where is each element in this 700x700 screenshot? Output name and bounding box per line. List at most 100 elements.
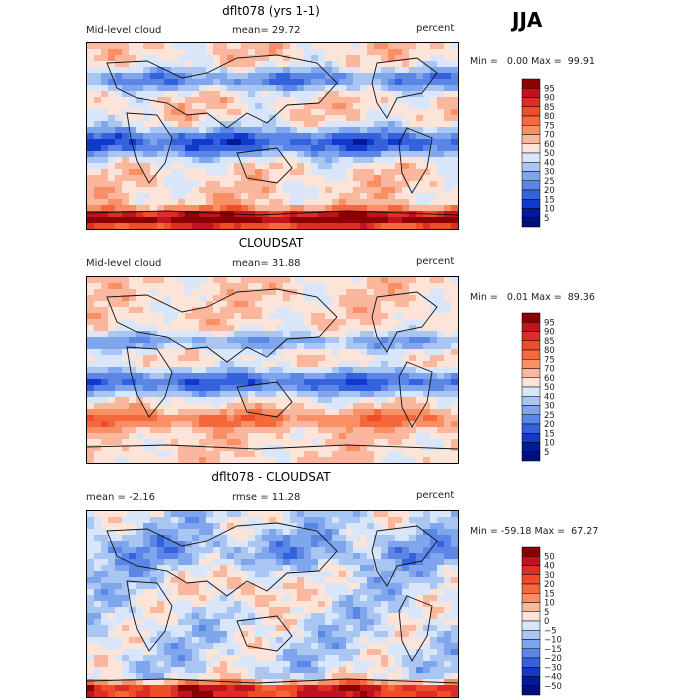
colorbar-swatch (521, 349, 541, 360)
colorbar-tick-label: 15 (544, 429, 555, 439)
colorbar-tick-label: 85 (544, 103, 555, 113)
colorbar-tick-label: 50 (544, 149, 555, 159)
colorbar-tick-label: 20 (544, 420, 555, 430)
colorbar-swatch (521, 546, 541, 557)
colorbar-swatch (521, 583, 541, 594)
colorbar-swatch (521, 189, 541, 200)
colorbar-swatch (521, 368, 541, 378)
colorbar-swatch (521, 657, 541, 668)
colorbar-tick-label: −15 (544, 645, 562, 655)
colorbar-tick-label: −10 (544, 636, 562, 646)
colorbar-swatch (521, 602, 541, 612)
panel-3-minmax: Min = -59.18 Max = 67.27 (470, 526, 599, 537)
colorbar-swatch (521, 685, 541, 696)
colorbar-swatch (521, 152, 541, 163)
colorbar-swatch (521, 396, 541, 406)
colorbar-swatch (521, 217, 541, 228)
colorbar-swatch (521, 171, 541, 181)
colorbar-tick-label: 95 (544, 318, 555, 328)
colorbar-swatch (521, 134, 541, 144)
panel-2-minmax: Min = 0.01 Max = 89.36 (470, 292, 595, 303)
colorbar-tick-label: 85 (544, 337, 555, 347)
colorbar-swatch (521, 97, 541, 107)
colorbar-swatch (521, 78, 541, 89)
colorbar-tick-label: 90 (544, 94, 555, 104)
colorbar-swatch (521, 433, 541, 443)
colorbar-swatch (521, 593, 541, 603)
colorbar-tick-label: 50 (544, 383, 555, 393)
panel-3-map (86, 510, 459, 698)
colorbar-swatch (521, 639, 541, 649)
colorbar-swatch (521, 405, 541, 415)
colorbar-swatch (521, 125, 541, 135)
colorbar-tick-label: 30 (544, 168, 555, 178)
season-label: JJA (512, 8, 543, 32)
colorbar-tick-label: 20 (544, 580, 555, 590)
colorbar-tick-label: 5 (544, 214, 549, 224)
colorbar-tick-label: −40 (544, 673, 562, 683)
colorbar-tick-label: −30 (544, 663, 562, 673)
colorbar-tick-label: 15 (544, 195, 555, 205)
colorbar-swatch (521, 331, 541, 341)
colorbar-swatch (521, 162, 541, 172)
colorbar-tick-label: 75 (544, 121, 555, 131)
colorbar-tick-label: 95 (544, 84, 555, 94)
panel-3-units-label: percent (416, 490, 455, 501)
colorbar-tick-label: −5 (544, 626, 557, 636)
colorbar-tick-label: 25 (544, 411, 555, 421)
colorbar-tick-label: −20 (544, 654, 562, 664)
colorbar-tick-label: 10 (544, 205, 555, 215)
colorbar-tick-label: 80 (544, 346, 555, 356)
panel-2-variable-label: Mid-level cloud (86, 258, 162, 269)
colorbar-tick-label: 15 (544, 589, 555, 599)
panel-3-mean-label: mean = -2.16 (86, 492, 155, 503)
colorbar-swatch (521, 208, 541, 218)
colorbar-tick-label: 5 (544, 608, 549, 618)
colorbar-swatch (521, 359, 541, 369)
colorbar-swatch (521, 423, 541, 434)
colorbar-tick-label: 60 (544, 140, 555, 150)
colorbar-swatch (521, 565, 541, 575)
colorbar-tick-label: 70 (544, 365, 555, 375)
colorbar-tick-label: 10 (544, 439, 555, 449)
colorbar-tick-label: 90 (544, 328, 555, 338)
colorbar-swatch (521, 386, 541, 397)
panel-2-units-label: percent (416, 256, 455, 267)
colorbar-tick-label: 75 (544, 355, 555, 365)
colorbar-swatch (521, 340, 541, 351)
colorbar-swatch (521, 199, 541, 209)
colorbar-swatch (521, 611, 541, 622)
colorbar-tick-label: −50 (544, 682, 562, 692)
colorbar-tick-label: 80 (544, 112, 555, 122)
colorbar-swatch (521, 630, 541, 640)
colorbar-swatch (521, 322, 541, 332)
colorbar-swatch (521, 648, 541, 659)
colorbar-swatch (521, 667, 541, 677)
colorbar-tick-label: 40 (544, 562, 555, 572)
colorbar-tick-label: 5 (544, 448, 549, 458)
colorbar-swatch (521, 88, 541, 98)
panel-1-units-label: percent (416, 23, 455, 34)
panel-1-variable-label: Mid-level cloud (86, 25, 162, 36)
colorbar-swatch (521, 377, 541, 388)
colorbar-tick-label: 20 (544, 186, 555, 196)
panel-1-minmax: Min = 0.00 Max = 99.91 (470, 56, 595, 67)
colorbar-swatch (521, 620, 541, 631)
colorbar-swatch (521, 180, 541, 191)
colorbar-swatch (521, 451, 541, 462)
panel-1-title: dflt078 (yrs 1-1) (222, 4, 320, 18)
panel-2-mean-label: mean= 31.88 (232, 258, 301, 269)
colorbar-swatch (521, 574, 541, 585)
panel-1-mean-label: mean= 29.72 (232, 25, 301, 36)
colorbar-swatch (521, 106, 541, 117)
colorbar-swatch (521, 312, 541, 323)
colorbar-tick-label: 25 (544, 177, 555, 187)
colorbar-tick-label: 40 (544, 392, 555, 402)
colorbar-tick-label: 40 (544, 158, 555, 168)
colorbar-swatch (521, 556, 541, 566)
colorbar-tick-label: 70 (544, 131, 555, 141)
panel-3-rmse-label: rmse = 11.28 (232, 492, 301, 503)
colorbar-tick-label: 50 (544, 552, 555, 562)
